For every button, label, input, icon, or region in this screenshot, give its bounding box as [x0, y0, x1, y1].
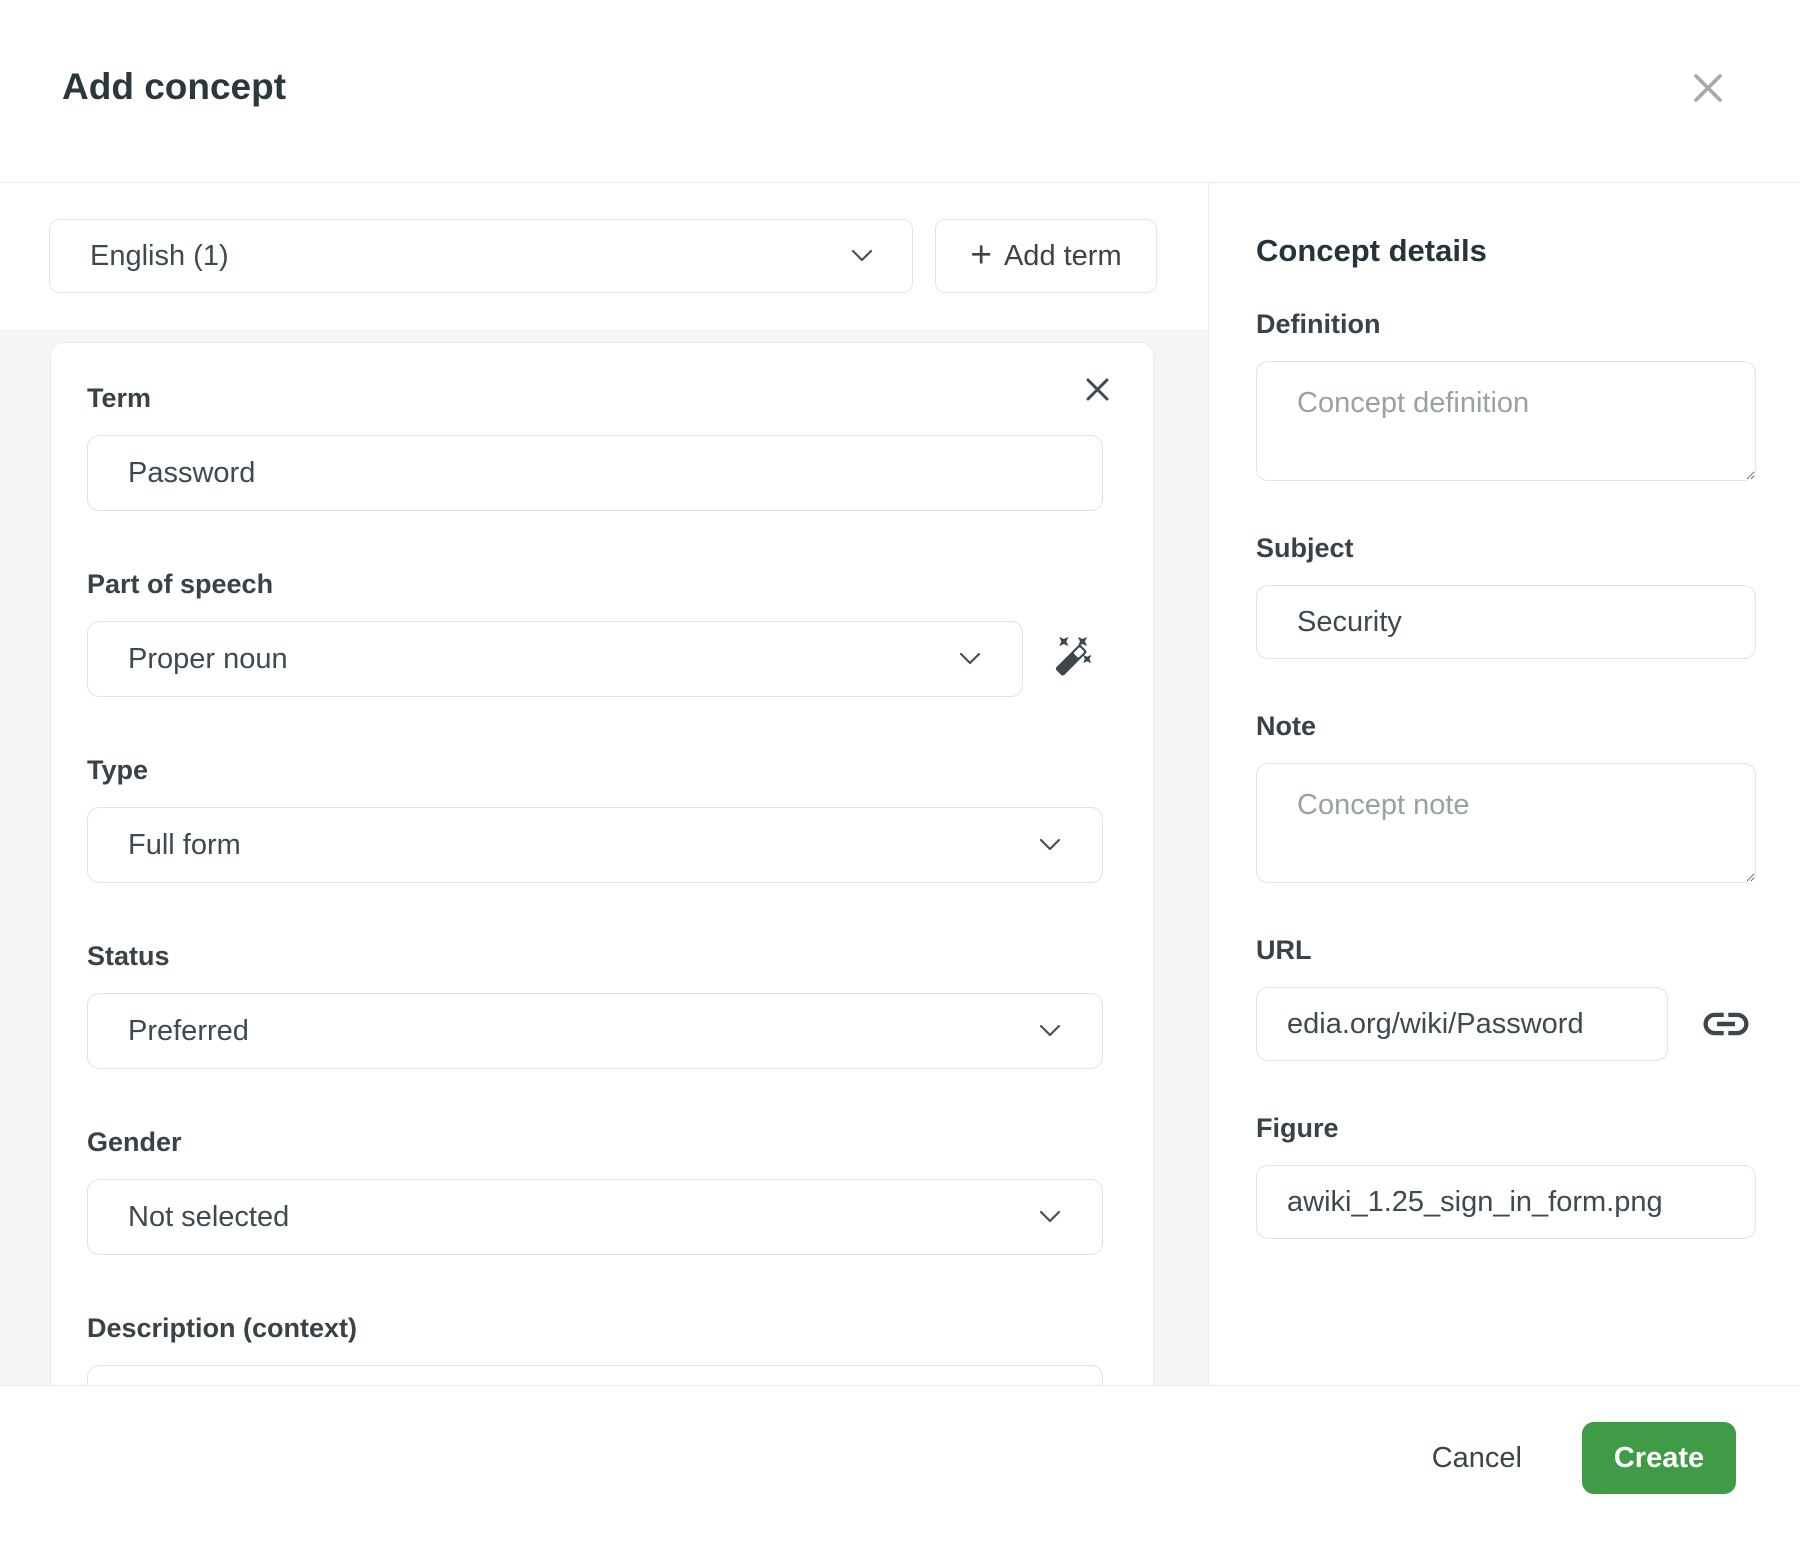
close-button[interactable]: [1686, 66, 1730, 110]
figure-field: Figure awiki_1.25_sign_in_form.png: [1256, 1113, 1756, 1239]
open-link-button[interactable]: [1696, 994, 1756, 1054]
modal-body: English (1) + Add term: [0, 183, 1800, 1385]
note-field: Note: [1256, 711, 1756, 883]
magic-wand-icon: [1055, 636, 1092, 676]
definition-field: Definition: [1256, 309, 1756, 481]
definition-label: Definition: [1256, 309, 1381, 339]
term-input[interactable]: Password: [87, 435, 1103, 511]
description-section: Description (context) A sequence of char…: [87, 1313, 1103, 1385]
description-textarea[interactable]: A sequence of characters required for ac…: [87, 1365, 1103, 1385]
subject-input-value: Security: [1297, 605, 1402, 638]
term-field-section: Term Password: [87, 383, 1103, 511]
status-select[interactable]: Preferred: [87, 993, 1103, 1069]
link-icon: [1703, 1012, 1749, 1036]
gender-value: Not selected: [128, 1200, 290, 1233]
close-icon: [1694, 74, 1722, 102]
description-label: Description (context): [87, 1313, 358, 1343]
suggest-part-of-speech-button[interactable]: [1041, 628, 1103, 690]
language-select-value: English (1): [90, 239, 229, 272]
term-card-area: Term Password Part of speech Proper noun: [0, 329, 1208, 1385]
figure-label: Figure: [1256, 1113, 1339, 1143]
term-input-value: Password: [128, 456, 256, 489]
concept-details-heading: Concept details: [1256, 233, 1487, 268]
term-label: Term: [87, 383, 152, 413]
part-of-speech-label: Part of speech: [87, 569, 274, 599]
create-button[interactable]: Create: [1582, 1422, 1736, 1494]
type-section: Type Full form: [87, 755, 1103, 883]
url-input-value: edia.org/wiki/Password: [1287, 1007, 1584, 1040]
status-value: Preferred: [128, 1014, 249, 1047]
gender-label: Gender: [87, 1127, 182, 1157]
chevron-down-icon: [1039, 1210, 1061, 1223]
cancel-button[interactable]: Cancel: [1431, 1441, 1522, 1474]
part-of-speech-select[interactable]: Proper noun: [87, 621, 1023, 697]
subject-label: Subject: [1256, 533, 1354, 563]
subject-field: Subject Security: [1256, 533, 1756, 659]
modal-footer: Cancel Create: [0, 1385, 1800, 1560]
remove-term-button[interactable]: [1077, 369, 1117, 409]
modal-title: Add concept: [62, 66, 287, 107]
status-label: Status: [87, 941, 170, 971]
type-value: Full form: [128, 828, 241, 861]
terms-pane: English (1) + Add term: [0, 183, 1209, 1385]
note-textarea[interactable]: [1256, 763, 1756, 883]
concept-details-pane: Concept details Definition Subject Secur…: [1209, 183, 1800, 1385]
figure-input-value: awiki_1.25_sign_in_form.png: [1287, 1185, 1663, 1218]
language-toolbar: English (1) + Add term: [0, 183, 1208, 329]
subject-input[interactable]: Security: [1256, 585, 1756, 659]
figure-input[interactable]: awiki_1.25_sign_in_form.png: [1256, 1165, 1756, 1239]
part-of-speech-section: Part of speech Proper noun: [87, 569, 1103, 697]
part-of-speech-value: Proper noun: [128, 642, 288, 675]
type-label: Type: [87, 755, 149, 785]
url-field: URL edia.org/wiki/Password: [1256, 935, 1756, 1061]
language-select[interactable]: English (1): [49, 219, 913, 293]
add-term-button[interactable]: + Add term: [935, 219, 1157, 293]
note-label: Note: [1256, 711, 1316, 741]
chevron-down-icon: [959, 652, 981, 665]
gender-select[interactable]: Not selected: [87, 1179, 1103, 1255]
status-section: Status Preferred: [87, 941, 1103, 1069]
url-input[interactable]: edia.org/wiki/Password: [1256, 987, 1668, 1061]
remove-term-icon: [1086, 378, 1108, 400]
plus-icon: +: [970, 234, 992, 275]
add-term-label: Add term: [1003, 239, 1122, 272]
chevron-down-icon: [1039, 1024, 1061, 1037]
definition-textarea[interactable]: [1256, 361, 1756, 481]
chevron-down-icon: [1039, 838, 1061, 851]
chevron-down-icon: [851, 249, 873, 262]
url-label: URL: [1256, 935, 1312, 965]
modal-header: Add concept: [0, 0, 1800, 183]
gender-section: Gender Not selected: [87, 1127, 1103, 1255]
term-card: Term Password Part of speech Proper noun: [50, 342, 1154, 1385]
type-select[interactable]: Full form: [87, 807, 1103, 883]
